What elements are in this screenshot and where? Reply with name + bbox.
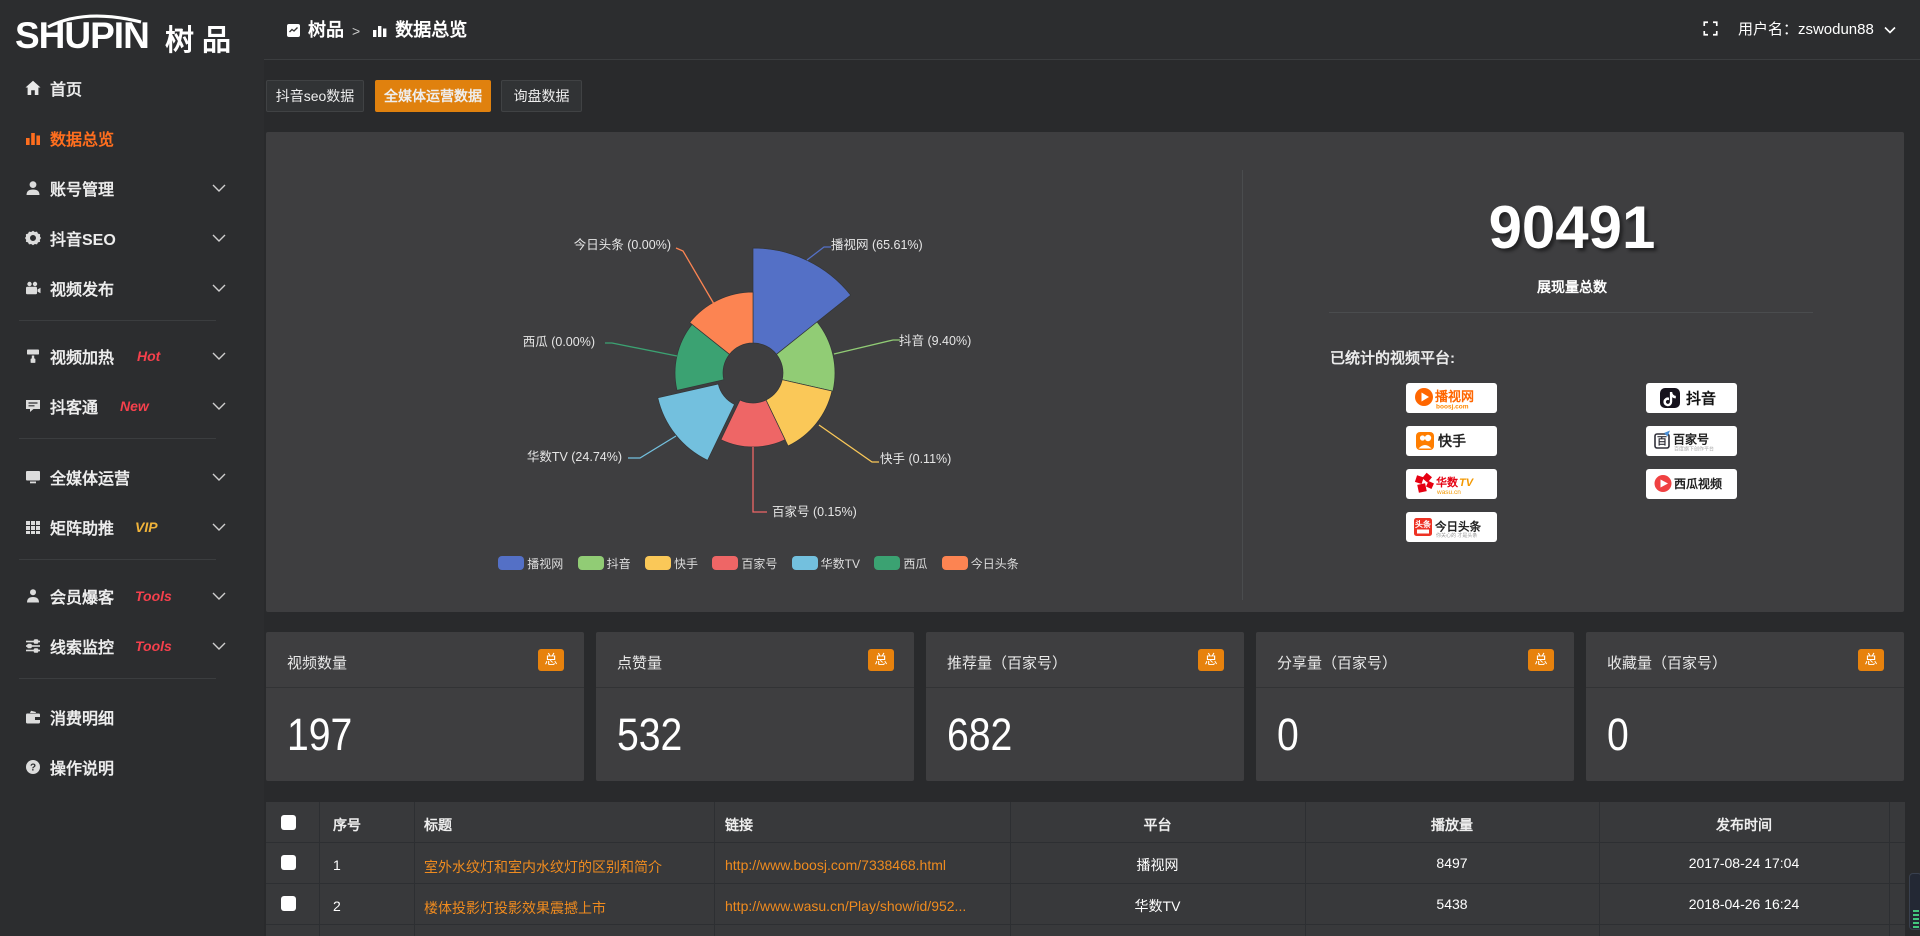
svg-text:快手: 快手	[1438, 433, 1466, 449]
svg-text:抖音 (9.40%): 抖音 (9.40%)	[899, 333, 971, 348]
svg-text:百: 百	[1657, 436, 1667, 448]
svg-text:今日头条 (0.00%): 今日头条 (0.00%)	[574, 237, 671, 252]
svg-text:TV: TV	[1459, 477, 1475, 489]
svg-text:西瓜 (0.00%): 西瓜 (0.00%)	[523, 335, 595, 349]
svg-text:百家号 (0.15%): 百家号 (0.15%)	[772, 504, 857, 519]
svg-text:百度旗下创作平台: 百度旗下创作平台	[1674, 446, 1714, 453]
svg-text:wasu.cn: wasu.cn	[1436, 489, 1461, 496]
svg-text:boosj.com: boosj.com	[1436, 404, 1469, 411]
svg-text:百家号: 百家号	[1673, 432, 1709, 447]
svg-text:华数TV (24.74%): 华数TV (24.74%)	[527, 449, 622, 464]
svg-text:播视网 (65.61%): 播视网 (65.61%)	[831, 237, 923, 252]
svg-text:播视网: 播视网	[1435, 389, 1474, 404]
svg-text:你关心的 才是头条: 你关心的 才是头条	[1436, 532, 1477, 539]
svg-text:头条: 头条	[1415, 519, 1432, 529]
svg-text:西瓜视频: 西瓜视频	[1674, 476, 1722, 491]
svg-text:快手 (0.11%): 快手 (0.11%)	[880, 452, 951, 466]
svg-text:?: ?	[30, 763, 36, 774]
svg-text:今日头条: 今日头条	[1434, 520, 1481, 534]
svg-text:抖音: 抖音	[1686, 390, 1716, 408]
svg-text:华数: 华数	[1436, 475, 1459, 489]
